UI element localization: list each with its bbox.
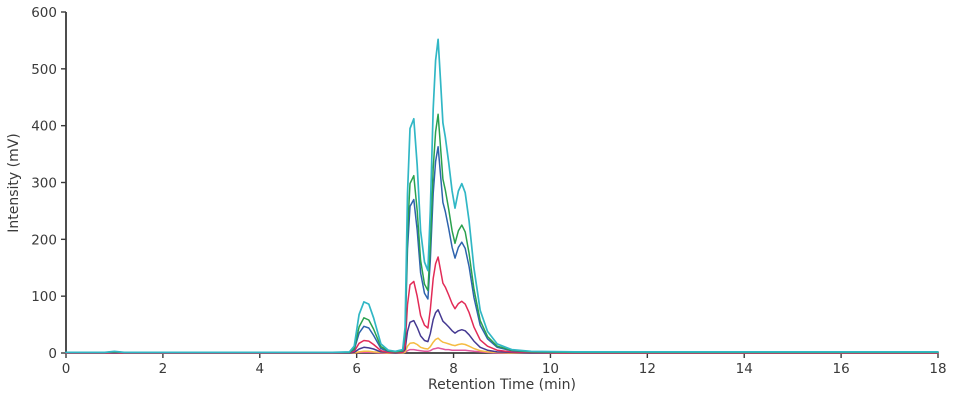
y-tick-label: 200: [31, 232, 57, 248]
x-tick-label: 10: [542, 361, 559, 377]
traces-group: [65, 38, 939, 354]
x-tick-label: 8: [449, 361, 458, 377]
trace-teal: [65, 38, 939, 354]
y-axis-title: Intensity (mV): [6, 133, 22, 233]
x-tick-label: 12: [639, 361, 656, 377]
x-tick-label: 18: [929, 361, 946, 377]
axes-group: 0 2 4 6 8 10 12 14 16 18 0 100 200 300 400 500 600: [31, 5, 946, 377]
trace-yellow: [65, 337, 939, 354]
x-tick-label: 6: [352, 361, 361, 377]
trace-blue: [65, 145, 939, 354]
y-tick-label: 0: [48, 346, 57, 362]
x-tick-label: 4: [255, 361, 264, 377]
y-tick-label: 100: [31, 289, 57, 305]
x-tick-label: 0: [62, 361, 71, 377]
trace-green: [65, 113, 939, 354]
y-tick-label: 500: [31, 62, 57, 78]
trace-purple: [65, 309, 939, 354]
trace-red: [65, 256, 939, 354]
y-tick-label: 300: [31, 176, 57, 192]
y-tick-label: 400: [31, 119, 57, 135]
x-axis-title: Retention Time (min): [428, 377, 576, 393]
x-tick-label: 16: [833, 361, 850, 377]
y-tick-label: 600: [31, 5, 57, 21]
x-tick-label: 2: [159, 361, 168, 377]
x-tick-label: 14: [736, 361, 753, 377]
